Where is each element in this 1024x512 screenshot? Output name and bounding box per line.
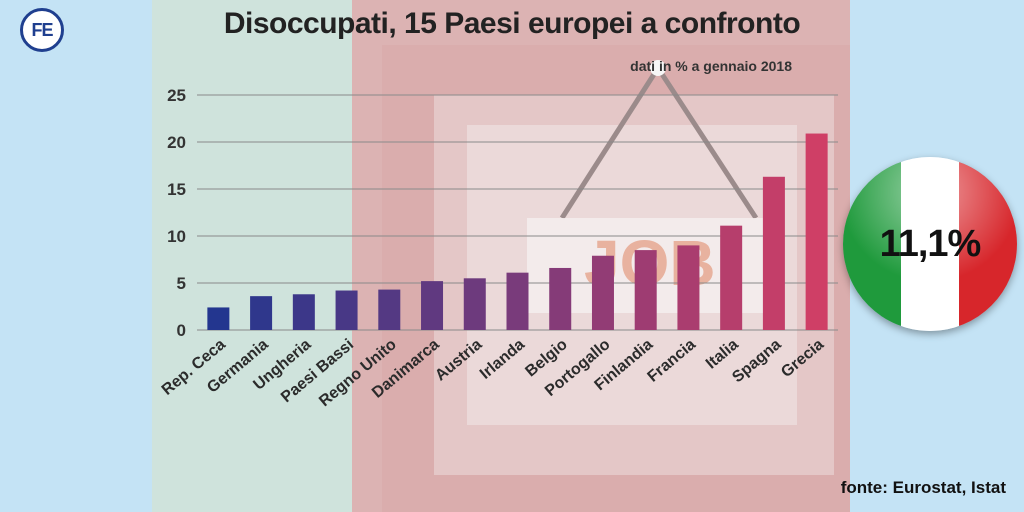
italy-flag-badge: 11,1%	[843, 157, 1017, 331]
page-title: Disoccupati, 15 Paesi europei a confront…	[223, 7, 801, 40]
bar	[805, 133, 828, 330]
chart-subtitle: dati in % a gennaio 2018	[630, 58, 792, 74]
x-tick-label: Austria	[432, 336, 485, 385]
bar	[378, 289, 401, 330]
italy-rate-value: 11,1%	[879, 223, 982, 265]
logo-text: FE	[31, 20, 53, 40]
badge-gloss	[843, 157, 1017, 331]
bar	[463, 278, 486, 330]
y-tick-label: 10	[167, 227, 186, 246]
y-tick-label: 20	[167, 133, 186, 152]
bar	[335, 290, 358, 330]
x-tick-label: Spagna	[729, 336, 784, 386]
x-tick-label: Irlanda	[477, 336, 528, 383]
source-note: fonte: Eurostat, Istat	[840, 478, 1006, 497]
bar	[591, 255, 614, 330]
bar	[549, 267, 572, 330]
bar	[207, 307, 230, 330]
bar	[634, 250, 657, 330]
y-tick-label: 5	[177, 274, 186, 293]
bar-layer	[207, 133, 828, 330]
y-tick-label: 15	[167, 180, 186, 199]
bar	[421, 281, 444, 330]
y-tick-label: 0	[177, 321, 186, 340]
x-tick-label: Grecia	[778, 336, 827, 381]
bar	[720, 225, 743, 330]
bar	[506, 272, 529, 330]
fe-logo: FE	[20, 8, 64, 52]
bar	[250, 296, 273, 330]
y-tick-label: 25	[167, 86, 186, 105]
bar	[762, 176, 785, 330]
bar	[677, 245, 700, 330]
bar	[292, 294, 315, 330]
x-tick-label: Francia	[644, 336, 699, 386]
